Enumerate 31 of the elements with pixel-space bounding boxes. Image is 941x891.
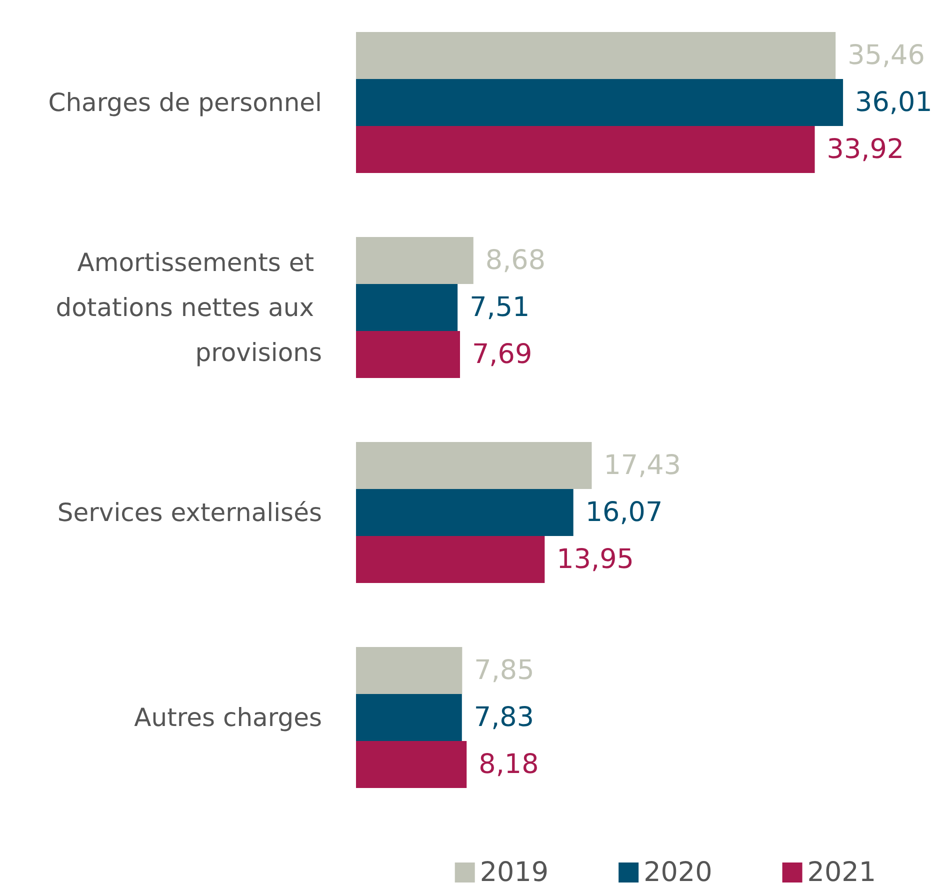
bar bbox=[356, 79, 844, 126]
y-tick-label: Charges de personnel bbox=[48, 88, 322, 117]
data-label: 17,43 bbox=[604, 450, 682, 481]
data-label: 7,85 bbox=[474, 655, 534, 686]
data-label: 7,83 bbox=[474, 702, 534, 733]
bar bbox=[356, 442, 592, 489]
data-label: 13,95 bbox=[556, 544, 634, 575]
data-label: 7,51 bbox=[470, 292, 530, 323]
bar bbox=[356, 741, 467, 788]
bar bbox=[356, 647, 462, 694]
data-label: 16,07 bbox=[585, 497, 663, 528]
bar bbox=[356, 237, 474, 284]
legend-label: 2021 bbox=[807, 857, 876, 888]
y-tick-label: Autres charges bbox=[134, 703, 322, 732]
data-label: 36,01 bbox=[855, 87, 932, 118]
legend-label: 2019 bbox=[480, 857, 549, 888]
bar bbox=[356, 126, 815, 173]
data-label: 35,46 bbox=[848, 40, 925, 71]
y-tick-label: Services externalisés bbox=[57, 498, 322, 527]
data-label: 33,92 bbox=[826, 134, 904, 165]
data-label: 8,68 bbox=[485, 245, 546, 276]
bar bbox=[356, 284, 458, 331]
data-label: 8,18 bbox=[478, 749, 539, 780]
y-tick-label: Amortissements et dotations nettes aux provisions bbox=[56, 248, 322, 367]
bar bbox=[356, 32, 836, 79]
bar bbox=[356, 489, 574, 536]
legend-label: 2020 bbox=[644, 857, 712, 888]
bar bbox=[356, 694, 462, 741]
bar bbox=[356, 331, 460, 378]
bar bbox=[356, 536, 545, 583]
data-label: 7,69 bbox=[472, 339, 532, 370]
